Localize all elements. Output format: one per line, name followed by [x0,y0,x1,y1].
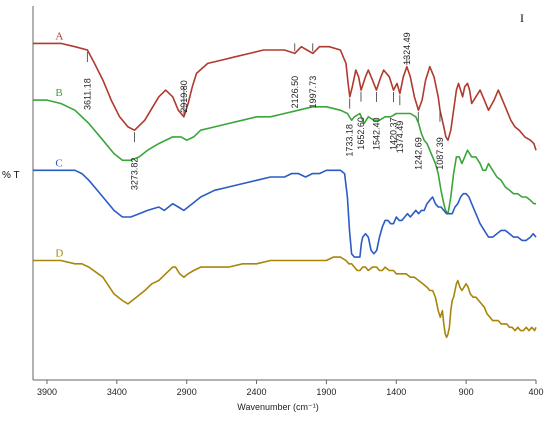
series-line-a [33,42,537,151]
x-axis-title: Wavenumber (cm⁻¹) [237,402,318,412]
x-tick-label: 900 [459,387,474,397]
x-tick-label: 3400 [107,387,127,397]
peak-label: 3273.82 [129,158,139,191]
series-letter-b: B [55,87,62,99]
y-axis-title: % T [2,170,20,181]
series-layer [33,42,537,339]
peak-label: 1420.37 [388,117,398,150]
panel-label: I [520,11,524,25]
x-tick-label: 3900 [37,387,57,397]
peak-label: 1542.40 [371,117,381,150]
x-tick-label: 2400 [247,387,267,397]
peak-label: 1087.39 [435,137,445,170]
series-letter-a: A [55,30,63,42]
peak-label: 2919.80 [179,80,189,113]
peak-label: 1374.49 [395,121,405,154]
x-tick-label: 1400 [386,387,406,397]
peak-label: 1652.60 [356,117,366,150]
peak-label: 2126.50 [290,76,300,109]
x-tick-label: 1900 [316,387,336,397]
x-tick-label: 400 [528,387,543,397]
x-axis: 3900 3400 2900 2400 1900 1400 900 400 [37,380,544,397]
series-line-c [33,169,537,258]
series-line-d [33,256,537,339]
plot-frame [32,6,536,381]
peak-label: 1242.69 [413,137,423,170]
x-tick-label: 2900 [177,387,197,397]
peak-label: 3611.18 [82,78,92,110]
series-line-b [33,99,536,215]
labels-layer: A B C D 3611.18 3273.82 2919.80 2126.50 1997.73 1… [55,30,445,259]
peak-label: 1324.49 [402,32,412,65]
peak-label: 1733.18 [345,124,355,157]
series-letter-c: C [55,157,62,169]
series-letter-d: D [55,247,63,259]
peak-label: 1997.73 [308,76,318,109]
